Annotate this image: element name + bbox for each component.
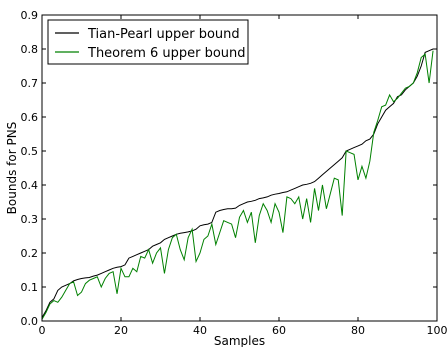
y-tick-label: 0.4	[21, 179, 39, 192]
y-axis-label: Bounds for PNS	[5, 122, 19, 215]
legend-label-theorem-6: Theorem 6 upper bound	[87, 46, 246, 61]
y-tick-label: 0.1	[21, 281, 39, 294]
y-tick-label: 0.8	[21, 43, 39, 56]
axis-ticks: 0 20 40 60 80 100 0.0 0.1 0.2 0.3 0.4 0.5 0.6 0.7 0.8 0…	[21, 9, 447, 337]
y-tick-label: 0.9	[21, 9, 39, 22]
plot-frame	[41, 14, 438, 322]
x-tick-label: 80	[351, 324, 365, 337]
x-tick-label: 40	[193, 324, 207, 337]
series-line-theorem-6	[41, 50, 434, 320]
y-tick-label: 0.6	[21, 111, 39, 124]
x-tick-label: 20	[114, 324, 128, 337]
y-tick-label: 0.2	[21, 247, 39, 260]
legend-label-tian-pearl: Tian-Pearl upper bound	[87, 27, 240, 42]
x-tick-label: 60	[272, 324, 286, 337]
legend: Tian-Pearl upper bound Theorem 6 upper b…	[47, 19, 249, 65]
x-tick-label: 100	[427, 324, 447, 337]
x-axis-label: Samples	[214, 334, 265, 347]
x-tick-label: 0	[39, 324, 46, 337]
y-tick-label: 0.3	[21, 213, 39, 226]
series-line-tian-pearl	[41, 48, 434, 318]
y-tick-label: 0.0	[21, 315, 39, 328]
series-lines	[41, 48, 434, 320]
y-tick-label: 0.7	[21, 77, 39, 90]
legend-box	[47, 19, 249, 65]
y-tick-label: 0.5	[21, 145, 39, 158]
